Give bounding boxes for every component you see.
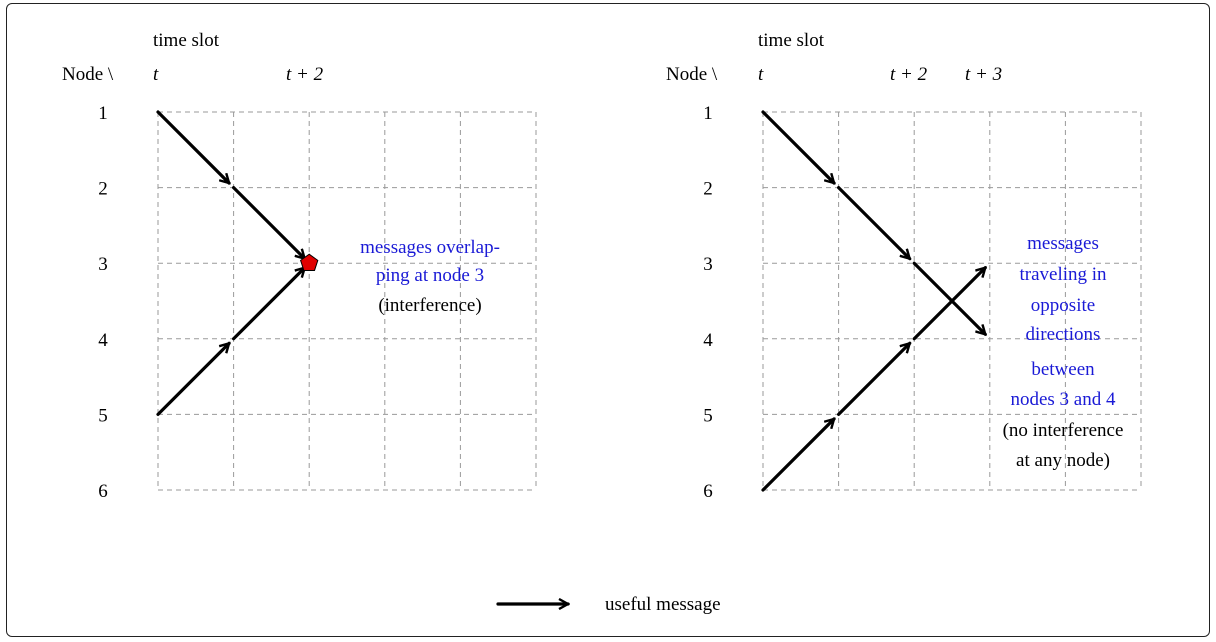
annotation-right: messages traveling in opposite direction… [1003, 233, 1124, 471]
node-label: 5 [703, 405, 713, 426]
message-arrow-icon [912, 268, 985, 341]
time-label-t-plus-3: t + 3 [965, 64, 1002, 85]
node-label: 2 [703, 179, 713, 200]
annotation-line: directions [1026, 324, 1101, 345]
arrows-right [761, 110, 985, 492]
node-label: 4 [703, 330, 713, 351]
panel-left: time slot Node \ t t + 2 1 2 3 4 5 6 messages… [62, 30, 537, 502]
message-arrow-icon [912, 261, 985, 334]
message-arrow-icon [836, 343, 910, 416]
annotation-line: messages [1027, 233, 1099, 254]
annotation-line: opposite [1031, 295, 1095, 316]
legend-label: useful message [605, 594, 721, 615]
node-label: 2 [98, 179, 108, 200]
node-label: 1 [98, 103, 108, 124]
node-label: 5 [98, 405, 108, 426]
legend: useful message [496, 594, 721, 615]
annotation-line: (interference) [378, 295, 481, 316]
node-label: 3 [98, 254, 108, 275]
node-labels-right: 1 2 3 4 5 6 [703, 103, 713, 502]
arrows-left [156, 110, 305, 416]
message-arrow-icon [232, 268, 305, 341]
node-label: 4 [98, 330, 108, 351]
time-label-t: t [153, 64, 159, 85]
time-label-t: t [758, 64, 764, 85]
annotation-line: traveling in [1019, 264, 1107, 285]
node-label: 3 [703, 254, 713, 275]
annotation-line: between [1031, 359, 1095, 380]
collision-pentagon-icon [300, 253, 319, 271]
message-arrow-icon [836, 186, 910, 259]
grid-right [762, 111, 1142, 491]
annotation-line: ping at node 3 [376, 265, 484, 286]
message-arrow-icon [761, 419, 834, 492]
node-labels-left: 1 2 3 4 5 6 [98, 103, 108, 502]
message-arrow-icon [156, 110, 229, 183]
annotation-line: nodes 3 and 4 [1010, 389, 1116, 410]
node-label: 6 [98, 481, 108, 502]
node-label: 1 [703, 103, 713, 124]
node-label: 6 [703, 481, 713, 502]
time-slot-label: time slot [153, 30, 220, 51]
message-arrow-icon [761, 110, 834, 183]
panel-right: time slot Node \ t t + 2 t + 3 1 2 3 4 5 6 me… [666, 30, 1142, 502]
time-label-t-plus-2: t + 2 [890, 64, 928, 85]
annotation-line: at any node) [1016, 450, 1110, 471]
message-arrow-icon [156, 343, 229, 416]
time-label-t-plus-2: t + 2 [286, 64, 324, 85]
node-axis-label: Node \ [62, 64, 114, 85]
annotation-line: messages overlap- [360, 237, 500, 258]
grid-left [157, 111, 537, 491]
message-arrow-icon [232, 186, 305, 259]
node-axis-label: Node \ [666, 64, 718, 85]
time-slot-label: time slot [758, 30, 825, 51]
annotation-left: messages overlap- ping at node 3 (interf… [360, 237, 500, 316]
annotation-line: (no interference [1003, 420, 1124, 441]
figure-frame [6, 3, 1210, 637]
